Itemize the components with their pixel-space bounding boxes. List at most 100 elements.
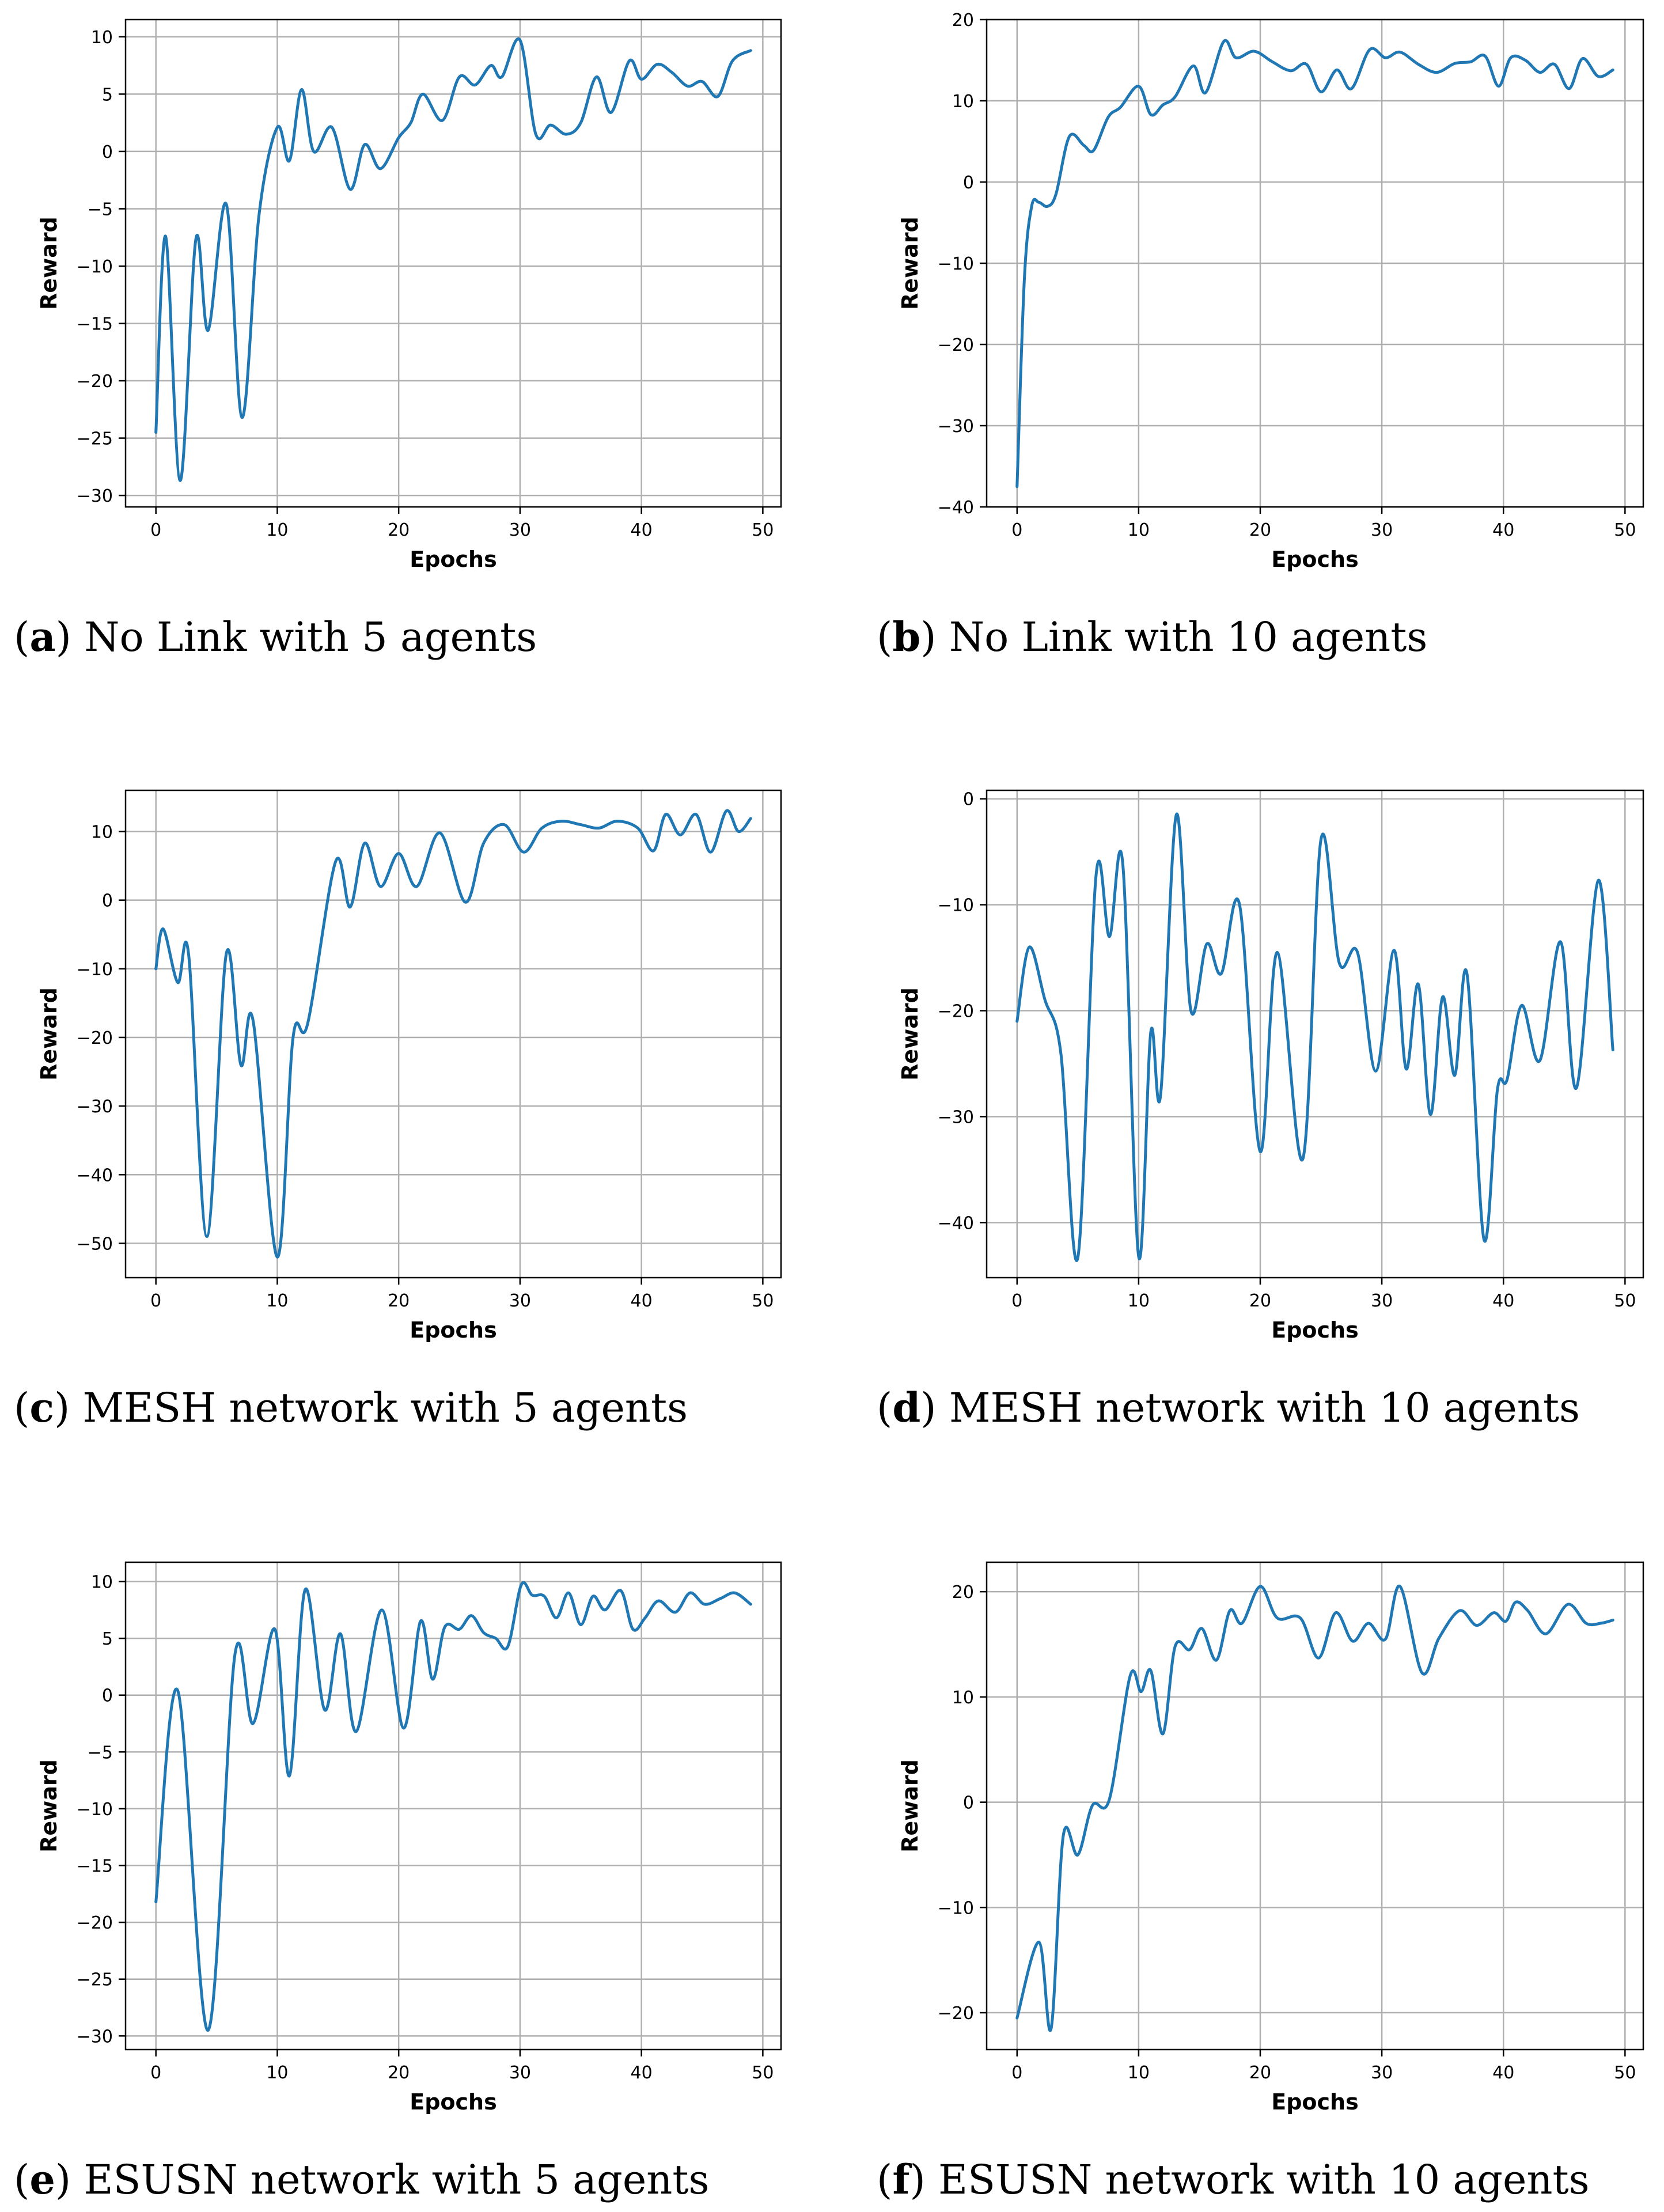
x-tick-label: 0 <box>150 520 161 540</box>
x-tick-label: 0 <box>1011 520 1022 540</box>
panel-caption: (f) ESUSN network with 10 agents <box>877 2156 1590 2203</box>
x-tick-label: 0 <box>150 1291 161 1311</box>
x-axis-label: Epochs <box>1271 547 1358 572</box>
caption-letter: d <box>892 1384 920 1431</box>
x-tick-label: 40 <box>631 1291 653 1311</box>
x-tick-label: 50 <box>1614 1291 1636 1311</box>
x-tick-label: 20 <box>388 2063 410 2083</box>
series-line-reward <box>154 37 752 482</box>
x-tick-label: 20 <box>388 1291 410 1311</box>
y-tick-label: −15 <box>77 1857 113 1877</box>
x-tick-label: 50 <box>752 2063 774 2083</box>
y-tick-label: 0 <box>963 790 974 810</box>
y-tick-label: 10 <box>952 92 974 112</box>
axes-frame <box>124 789 782 1279</box>
y-tick-label: −10 <box>77 960 113 980</box>
x-tick-label: 50 <box>1614 2063 1636 2083</box>
caption-text: ) No Link with 5 agents <box>56 613 537 661</box>
y-tick-label: 0 <box>963 1793 974 1813</box>
x-tick-label: 50 <box>752 520 774 540</box>
caption-letter: a <box>29 613 55 661</box>
x-tick-label: 30 <box>509 1291 531 1311</box>
caption-open-paren: ( <box>877 613 892 661</box>
y-tick-label: −10 <box>938 254 974 274</box>
axes-frame <box>985 1561 1644 2051</box>
caption-open-paren: ( <box>877 2156 892 2203</box>
y-tick-label: −10 <box>938 1898 974 1918</box>
x-tick-label: 10 <box>266 2063 288 2083</box>
x-tick-label: 40 <box>631 2063 653 2083</box>
chart-panel-f: 0 10 20 30 40 50 20 10 0 −10 −20 Epochs Reward (f) ES… <box>877 1561 1644 2203</box>
y-tick-label: −50 <box>77 1234 113 1254</box>
x-tick-label: 20 <box>1249 1291 1271 1311</box>
y-tick-label: 0 <box>963 173 974 193</box>
caption-open-paren: ( <box>14 2156 29 2203</box>
y-tick-label: −10 <box>77 1800 113 1820</box>
x-axis-label: Epochs <box>410 1317 496 1343</box>
x-tick-label: 30 <box>509 520 531 540</box>
y-tick-label: 5 <box>102 1629 113 1649</box>
y-tick-label: 0 <box>102 142 113 162</box>
y-axis-label: Reward <box>36 987 62 1081</box>
chart-panel-c: 0 10 20 30 40 50 10 0 −10 −20 −30 −40 −50 Epochs Rewar… <box>14 789 782 1431</box>
x-tick-label: 40 <box>1492 1291 1514 1311</box>
caption-text: ) No Link with 10 agents <box>920 613 1427 661</box>
x-tick-label: 10 <box>1128 2063 1150 2083</box>
chart-panel-b: 0 10 20 30 40 50 20 10 0 −10 −20 −30 −40 Epochs Reward… <box>877 10 1644 661</box>
x-axis-label: Epochs <box>1271 1317 1358 1343</box>
panel-caption: (b) No Link with 10 agents <box>877 613 1427 661</box>
caption-open-paren: ( <box>877 1384 892 1431</box>
x-tick-label: 10 <box>1128 1291 1150 1311</box>
panel-caption: (d) MESH network with 10 agents <box>877 1384 1580 1431</box>
y-tick-label: −10 <box>77 257 113 277</box>
axes-frame <box>985 789 1644 1279</box>
caption-letter: f <box>892 2156 912 2203</box>
y-tick-label: −20 <box>77 1028 113 1048</box>
y-tick-label: 20 <box>952 1582 974 1603</box>
x-tick-label: 30 <box>1371 2063 1393 2083</box>
caption-letter: c <box>29 1384 54 1431</box>
y-tick-label: −30 <box>77 486 113 506</box>
x-tick-label: 30 <box>1371 520 1393 540</box>
series-line-reward <box>1015 39 1614 488</box>
caption-text: ) MESH network with 10 agents <box>920 1384 1580 1431</box>
x-axis-label: Epochs <box>410 547 496 572</box>
x-tick-label: 10 <box>266 1291 288 1311</box>
y-tick-label: −20 <box>938 335 974 355</box>
y-tick-label: −20 <box>938 2003 974 2024</box>
chart-panel-d: 0 10 20 30 40 50 0 −10 −20 −30 −40 Epochs Reward (d) … <box>877 789 1644 1431</box>
y-tick-label: 0 <box>102 1686 113 1706</box>
x-tick-label: 10 <box>1128 520 1150 540</box>
y-tick-label: −30 <box>938 416 974 437</box>
x-tick-label: 0 <box>150 2063 161 2083</box>
axes-frame <box>124 1561 782 2051</box>
y-axis-label: Reward <box>36 217 62 310</box>
x-axis-label: Epochs <box>410 2089 496 2115</box>
y-tick-label: 10 <box>91 28 113 48</box>
series-line-reward <box>1015 1585 1614 2032</box>
y-tick-label: −40 <box>938 498 974 518</box>
caption-text: ) ESUSN network with 10 agents <box>909 2156 1589 2203</box>
y-tick-label: 20 <box>952 10 974 31</box>
y-tick-label: 10 <box>952 1688 974 1708</box>
x-tick-label: 0 <box>1011 1291 1022 1311</box>
y-tick-label: −20 <box>938 1002 974 1022</box>
x-tick-label: 40 <box>1492 2063 1514 2083</box>
y-axis-label: Reward <box>36 1759 62 1853</box>
y-tick-label: −25 <box>77 429 113 449</box>
x-axis-label: Epochs <box>1271 2089 1358 2115</box>
y-tick-label: 5 <box>102 85 113 105</box>
x-tick-label: 50 <box>752 1291 774 1311</box>
x-tick-label: 10 <box>266 520 288 540</box>
y-tick-label: −30 <box>77 1097 113 1117</box>
y-tick-label: 10 <box>91 1573 113 1593</box>
y-tick-label: −30 <box>77 2027 113 2047</box>
series-line-reward <box>1015 812 1614 1262</box>
chart-panel-e: 0 10 20 30 40 501050−5−10−15−20−25−30EpochsRe… <box>14 1561 782 2203</box>
x-tick-label: 50 <box>1614 520 1636 540</box>
y-tick-label: −40 <box>938 1213 974 1233</box>
y-tick-label: −15 <box>77 315 113 335</box>
panel-caption: (a) No Link with 5 agents <box>14 613 537 661</box>
y-tick-label: 10 <box>91 822 113 842</box>
